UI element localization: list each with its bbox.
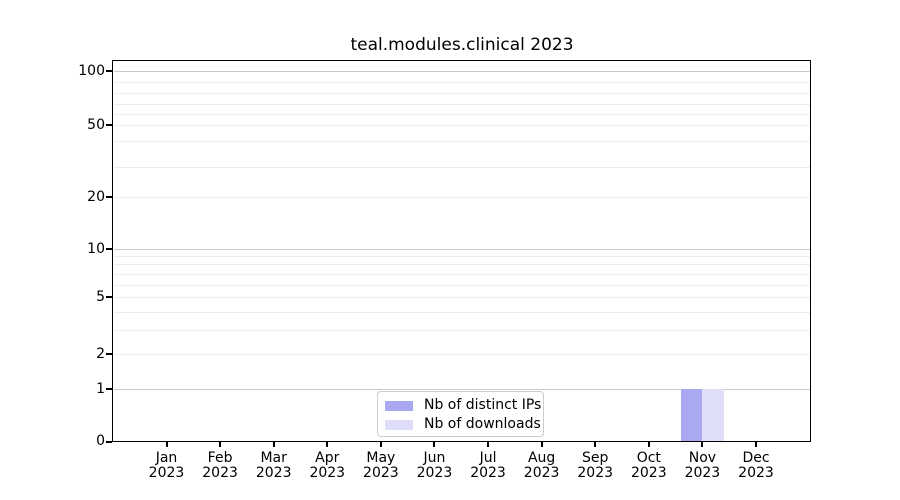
gridline-minor <box>114 330 810 331</box>
x-tick-mark <box>594 442 597 447</box>
x-tick-mark <box>647 442 650 447</box>
y-tick-mark <box>106 388 112 391</box>
y-tick-mark <box>106 440 112 443</box>
x-tick-label: Oct 2023 <box>630 450 667 481</box>
legend-swatch-downloads <box>385 419 413 430</box>
x-tick-label: May 2023 <box>363 450 399 481</box>
x-tick-mark <box>379 442 382 447</box>
y-tick-label: 2 <box>96 345 105 362</box>
gridline-minor <box>114 197 810 198</box>
x-tick-label: Jan 2023 <box>148 450 185 481</box>
plot-area <box>112 60 811 442</box>
legend-label-downloads: Nb of downloads <box>424 416 541 432</box>
y-tick-label: 20 <box>87 188 105 205</box>
gridline-minor <box>114 82 810 83</box>
y-tick-label: 100 <box>78 62 105 79</box>
gridline-major <box>114 389 810 390</box>
x-tick-mark <box>701 442 704 447</box>
gridline-minor <box>114 285 810 286</box>
gridline-minor <box>114 256 810 257</box>
gridline-minor <box>114 141 810 142</box>
legend-item-distinct-ips: Nb of distinct IPs <box>378 396 543 415</box>
x-tick-mark <box>326 442 329 447</box>
gridline-minor <box>114 297 810 298</box>
gridline-minor <box>114 104 810 105</box>
gridline-minor <box>114 312 810 313</box>
y-tick-mark <box>106 196 112 199</box>
legend-item-downloads: Nb of downloads <box>378 415 543 434</box>
y-tick-label: 0 <box>96 433 105 449</box>
y-tick-label: 5 <box>96 288 105 305</box>
y-tick-mark <box>106 248 112 251</box>
chart-title: teal.modules.clinical 2023 <box>350 35 574 55</box>
gridline-minor <box>114 264 810 265</box>
x-tick-mark <box>165 442 168 447</box>
x-tick-label: Mar 2023 <box>255 450 292 481</box>
y-tick-mark <box>106 296 112 299</box>
x-tick-mark <box>272 442 275 447</box>
gridline-minor <box>114 125 810 126</box>
x-tick-mark <box>754 442 757 447</box>
y-tick-mark <box>106 124 112 127</box>
gridline-minor <box>114 274 810 275</box>
legend: Nb of distinct IPs Nb of downloads <box>377 391 544 437</box>
x-tick-label: Nov 2023 <box>684 450 721 481</box>
y-tick-label: 10 <box>87 240 105 257</box>
x-tick-mark <box>540 442 543 447</box>
bar-distinct-ips <box>681 389 703 442</box>
gridline-major <box>114 249 810 250</box>
gridline-major <box>114 71 810 72</box>
x-tick-label: Dec 2023 <box>738 450 774 481</box>
y-tick-mark <box>106 70 112 73</box>
x-tick-mark <box>487 442 490 447</box>
gridline-minor <box>114 93 810 94</box>
y-tick-label: 1 <box>96 380 105 397</box>
y-tick-mark <box>106 353 112 356</box>
gridline-minor <box>114 354 810 355</box>
x-tick-label: Jun 2023 <box>416 450 453 481</box>
y-tick-label: 50 <box>87 116 105 133</box>
x-tick-label: Apr 2023 <box>309 450 346 481</box>
legend-swatch-distinct-ips <box>385 400 413 411</box>
gridline-minor <box>114 167 810 168</box>
gridline-minor <box>114 114 810 115</box>
x-tick-label: Jul 2023 <box>470 450 506 481</box>
x-tick-mark <box>433 442 436 447</box>
x-tick-label: Sep 2023 <box>577 450 614 481</box>
bar-downloads <box>702 389 724 442</box>
x-tick-mark <box>219 442 222 447</box>
x-tick-label: Aug 2023 <box>523 450 560 481</box>
legend-label-distinct-ips: Nb of distinct IPs <box>424 397 542 413</box>
x-tick-label: Feb 2023 <box>202 450 238 481</box>
